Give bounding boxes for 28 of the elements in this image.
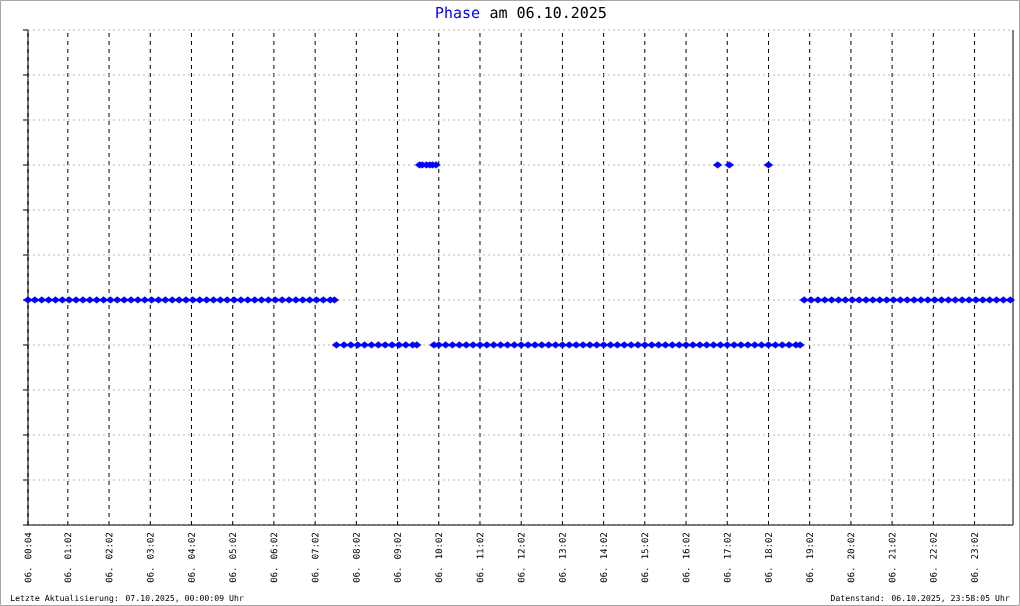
x-tick-label: 06. 02:02 (105, 532, 113, 583)
text: Letzte Aktualisierung: 07.10.2025, 00:00:09 Uhr (11, 594, 244, 603)
x-tick-label: 06. 08:02 (352, 532, 360, 583)
x-tick-label: 06. 19:02 (806, 532, 814, 583)
x-tick-label: 06. 09:02 (394, 532, 401, 583)
x-tick-label: 06. 18:02 (765, 532, 772, 583)
x-tick-label: 06. 17:02 (723, 532, 731, 583)
x-tick-label: 06. 00:04 (24, 532, 32, 583)
x-tick-label: 06. 07:02 (311, 532, 319, 583)
x-tick-label: 06. 04:02 (188, 532, 195, 583)
x-tick-label: 06. 10:02 (435, 532, 443, 583)
x-tick-label: 06. 11:02 (476, 532, 484, 583)
text: Phase (436, 6, 480, 19)
x-tick-label: 06. 22:02 (929, 532, 937, 583)
text: Datenstand: 06.10.2025, 23:58:05 Uhr (830, 594, 1010, 603)
x-tick-label: 06. 15:02 (641, 532, 649, 583)
x-tick-label: 06. 16:02 (682, 532, 690, 583)
x-tick-label: 06. 01:02 (64, 532, 72, 583)
x-tick-label: 06. 03:02 (146, 532, 154, 583)
x-tick-label: 06. 23:02 (971, 532, 978, 583)
chart-title: am 06.10.2025 (490, 6, 606, 19)
x-tick-label: 06. 06:02 (270, 532, 278, 583)
x-tick-label: 06. 13:02 (559, 532, 566, 583)
x-tick-label: 06. 12:02 (517, 532, 525, 583)
x-tick-label: 06. 14:02 (600, 532, 608, 583)
x-tick-label: 06. 21:02 (888, 532, 896, 583)
x-tick-label: 06. 20:02 (847, 532, 855, 583)
x-tick-label: 06. 05:02 (229, 532, 237, 583)
